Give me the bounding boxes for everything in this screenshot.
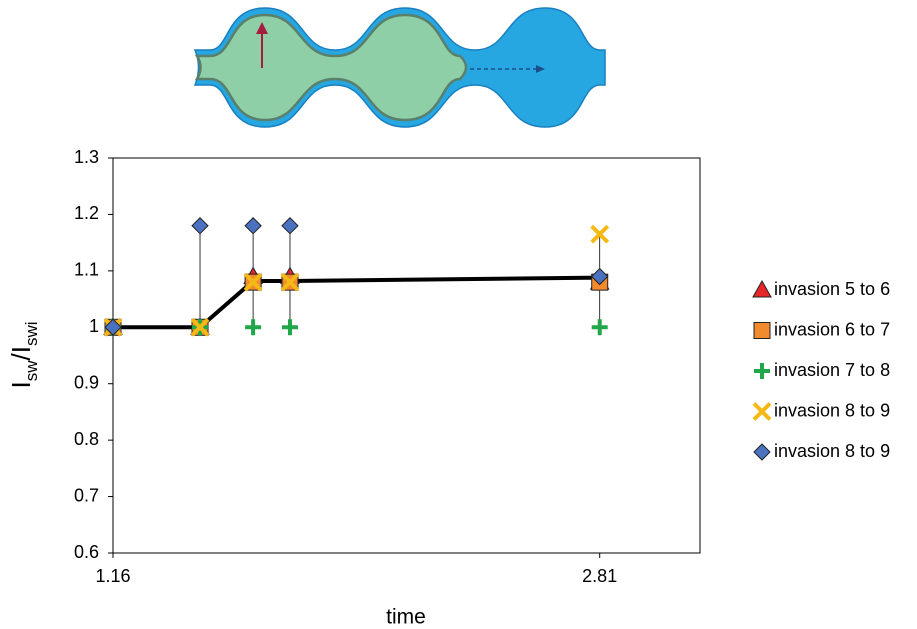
y-title-part: I (6, 381, 36, 388)
marker-x (752, 402, 772, 421)
y-tick-label: 0.7 (74, 485, 99, 505)
x-axis-title: time (386, 606, 426, 629)
x-tick-label: 1.16 (95, 566, 130, 586)
marker-x (190, 317, 210, 337)
marker-triangle (752, 279, 772, 298)
marker-square (753, 322, 771, 339)
legend-label: invasion 8 to 9 (774, 441, 890, 461)
y-tick-label: 1.1 (74, 260, 99, 280)
plot-frame (112, 157, 701, 554)
legend-item: invasion 5 to 6 (752, 279, 890, 299)
marker-diamond (281, 217, 299, 235)
invading-phase (194, 13, 468, 122)
legend-label: invasion 8 to 9 (774, 400, 890, 420)
legend-item: invasion 6 to 7 (753, 319, 890, 339)
y-title-part: / (6, 353, 36, 361)
y-tick-label: 1 (89, 316, 99, 336)
y-tick-label: 1.2 (74, 203, 99, 223)
legend-item: invasion 8 to 9 (753, 441, 890, 461)
legend-label: invasion 7 to 8 (774, 360, 890, 380)
marker-plus (754, 363, 770, 379)
legend-item: invasion 8 to 9 (752, 400, 890, 421)
marker-diamond (244, 217, 262, 235)
pore-diagram (193, 7, 606, 128)
arrow-head (256, 22, 268, 34)
marker-diamond (191, 217, 209, 235)
marker-x (280, 272, 300, 292)
marker-diamond (104, 318, 122, 336)
marker-plus (591, 319, 608, 336)
marker-diamond (591, 267, 609, 286)
marker-diamond (753, 443, 771, 461)
marker-plus (245, 319, 262, 336)
y-title-part: I (6, 346, 36, 353)
marker-x (590, 224, 610, 244)
marker-x (243, 272, 263, 292)
arrow-head (536, 65, 545, 73)
legend-label: invasion 6 to 7 (774, 319, 890, 339)
legend-label: invasion 5 to 6 (774, 279, 890, 299)
y-axis-title: Isw/Iswi (6, 321, 41, 388)
x-tick-label: 2.81 (582, 566, 617, 586)
marker-plus (281, 319, 298, 336)
y-tick-label: 0.8 (74, 429, 99, 449)
y-tick-label: 1.3 (74, 147, 99, 167)
y-tick-label: 0.6 (74, 542, 99, 562)
y-tick-label: 0.9 (74, 372, 99, 392)
y-title-sub: swi (22, 321, 41, 346)
y-title-sub: sw (22, 360, 41, 382)
series-line (113, 275, 600, 330)
legend-item: invasion 7 to 8 (754, 360, 890, 380)
